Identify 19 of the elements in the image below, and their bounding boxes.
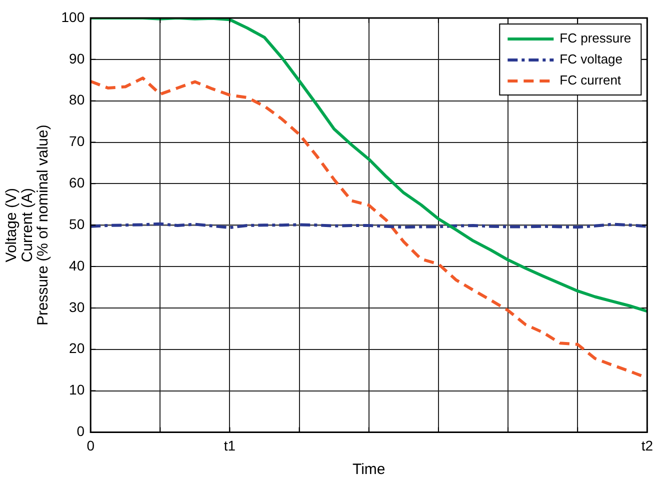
y-tick-label: 50 [69, 216, 85, 232]
legend-label: FC current [560, 72, 622, 88]
y-tick-label: 80 [69, 92, 85, 108]
y-axis-title: Voltage (V) Current (A) Pressure (% of nominal value) [3, 124, 52, 326]
legend-label: FC pressure [560, 30, 632, 46]
y-tick-label: 40 [69, 257, 85, 274]
x-tick-label: t1 [224, 437, 236, 454]
x-axis-title: Time [352, 461, 386, 478]
y-tick-label: 10 [69, 382, 85, 398]
legend-label: FC voltage [560, 52, 623, 67]
y-tick-label: 60 [69, 174, 85, 191]
y-tick-label: 20 [69, 340, 85, 356]
y-tick-label: 0 [76, 423, 85, 440]
y-tick-label: 100 [61, 8, 85, 25]
y-tick-label: 90 [69, 50, 85, 66]
x-tick-label: t2 [641, 437, 654, 454]
x-tick-label: 0 [86, 437, 95, 454]
y-tick-label: 70 [69, 133, 85, 150]
y-tick-label: 30 [69, 298, 85, 315]
